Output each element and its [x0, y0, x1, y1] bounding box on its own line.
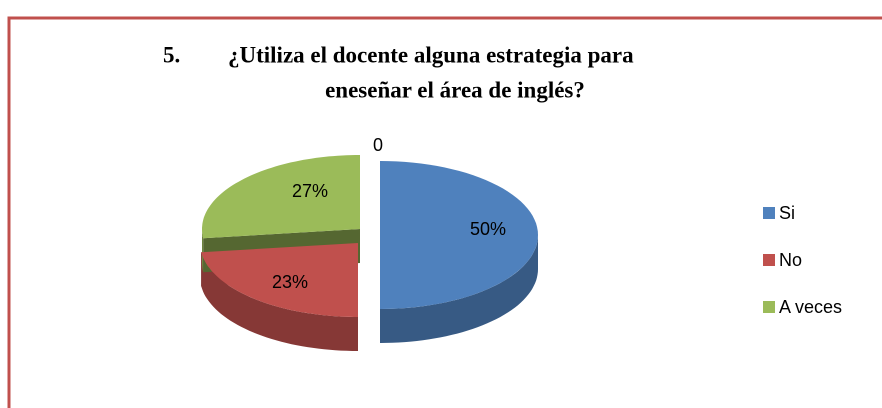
- slice-side: [202, 229, 204, 273]
- data-label: 23%: [272, 272, 308, 292]
- annotation: 0: [373, 135, 383, 155]
- data-label: 50%: [470, 219, 506, 239]
- legend-label: A veces: [779, 297, 842, 317]
- slice: [202, 155, 360, 239]
- slice: [201, 243, 358, 317]
- slice: [380, 161, 538, 309]
- data-label: 27%: [292, 181, 328, 201]
- chart-title: eneseñar el área de inglés?: [325, 77, 585, 102]
- legend-label: Si: [779, 203, 795, 223]
- legend-swatch: [763, 207, 775, 219]
- legend-label: No: [779, 250, 802, 270]
- chart-title: ¿Utiliza el docente alguna estrategia pa…: [228, 42, 634, 67]
- legend-swatch: [763, 301, 775, 313]
- title-number: 5.: [163, 42, 180, 67]
- frame: [7, 16, 882, 408]
- slice-side: [380, 235, 538, 343]
- slice-side: [201, 252, 358, 351]
- legend-swatch: [763, 254, 775, 266]
